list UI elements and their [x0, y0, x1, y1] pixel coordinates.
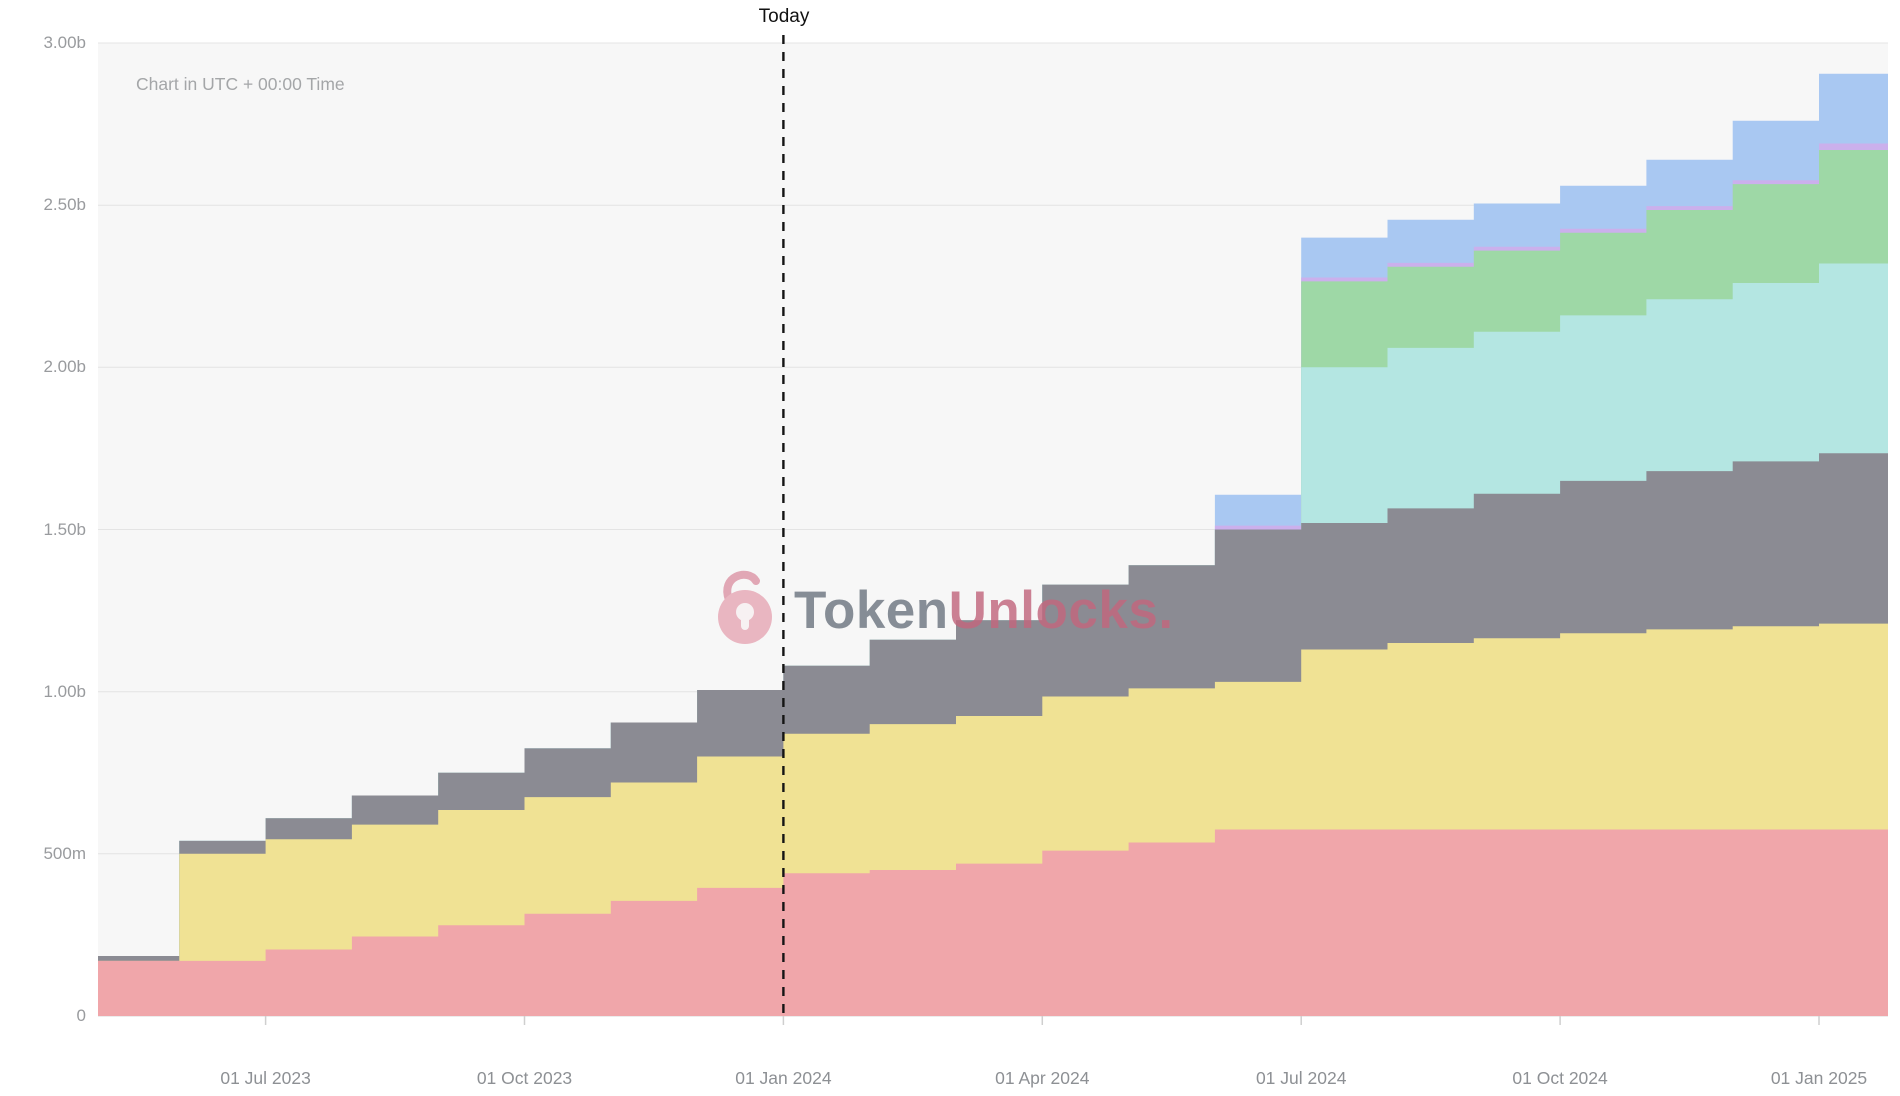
area-series-pink [98, 829, 1888, 1016]
y-tick-label: 0 [76, 1006, 86, 1025]
x-tick-label: 01 Jan 2025 [1770, 1068, 1868, 1088]
x-tick-label: 01 Oct 2024 [1512, 1068, 1608, 1088]
x-tick-label: 01 Oct 2023 [476, 1068, 573, 1088]
x-tick-label: 01 Jan 2024 [735, 1068, 832, 1088]
y-tick-label: 2.50b [43, 195, 86, 215]
y-tick-label: 1.50b [43, 519, 86, 539]
x-tick-label: 01 Jul 2024 [1255, 1068, 1347, 1088]
y-tick-label: 500m [43, 843, 86, 863]
x-tick-label: 01 Jul 2023 [220, 1068, 311, 1088]
today-label: Today [758, 6, 810, 27]
timezone-note: Chart in UTC + 00:00 Time [136, 74, 345, 94]
x-tick-label: 01 Apr 2024 [995, 1068, 1090, 1088]
y-tick-label: 3.00b [43, 33, 86, 52]
y-tick-label: 1.00b [43, 681, 86, 701]
y-tick-label: 2.00b [43, 357, 86, 377]
